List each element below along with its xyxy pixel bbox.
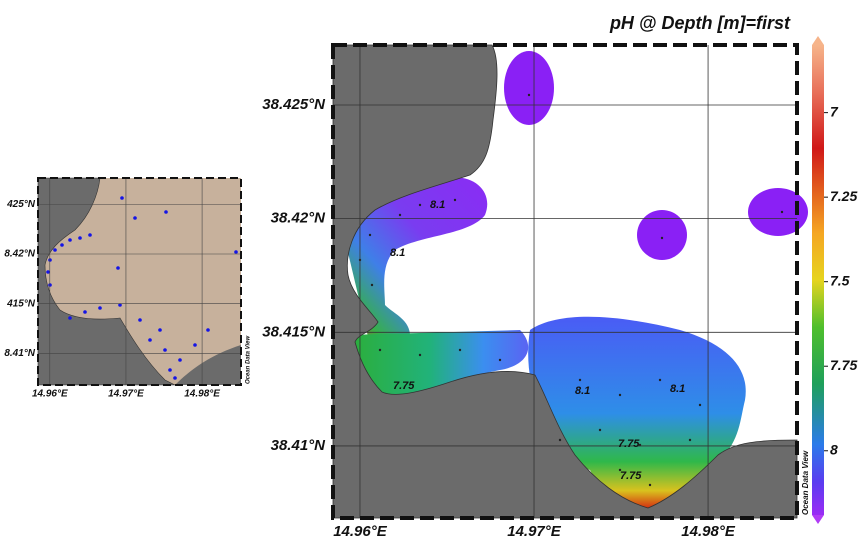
y-tick-label: 8.41°N [4,348,35,359]
ph-patch [748,188,808,236]
y-tick-label: 38.41°N [271,437,327,454]
contour-label: 8.1 [430,199,445,211]
contour-label: 7.75 [618,438,640,450]
land [332,44,798,519]
stations [358,93,784,487]
main-map: 14.96°E 14.97°E 14.98°E 38.425°N 38.42°N 38.4… [262,43,810,540]
ph-patch [637,210,687,260]
x-tick-label: 14.96°E [32,389,68,400]
x-tick-label: 14.97°E [108,389,144,400]
contour-label: 8.1 [670,383,685,395]
colorbar-tick-label: 8 [830,441,838,457]
ph-patch [528,316,746,510]
y-tick-label: 38.415°N [262,323,326,340]
ph-patch [504,51,554,125]
y-tick-label: 425°N [6,199,36,210]
colorbar: 7 7.25 7.5 7.75 8 [812,36,857,524]
colorbar-tick-label: 7.5 [830,272,850,288]
colorbar-cap [812,36,824,45]
inset-map: 14.96°E 14.97°E 14.98°E 425°N 8.42°N 415°N 8.4… [4,177,252,400]
y-tick-label: 38.42°N [271,210,327,227]
ph-patch [345,177,488,345]
x-tick-label: 14.96°E [333,523,388,540]
map-frame [331,43,799,520]
x-tick-label: 14.98°E [681,523,736,540]
colorbar-tick-label: 7.25 [830,188,857,204]
map-title: pH @ Depth [m]=first [609,13,791,33]
contour-label: 7.75 [393,380,415,392]
inset-frame [37,177,242,386]
inset-land [37,177,176,386]
colorbar-tick-label: 7.75 [830,357,857,373]
colorbar-tick-label: 7 [830,103,839,119]
contour-label: 8.1 [390,247,405,259]
y-tick-label: 38.425°N [262,96,326,113]
inset-stations [46,196,238,380]
watermark: Ocean Data View [246,336,252,384]
x-tick-label: 14.97°E [507,523,562,540]
watermark: Ocean Data View [801,450,810,515]
colorbar-scale [812,45,824,515]
contour-label: 8.1 [575,385,590,397]
inset-land [175,345,241,385]
x-tick-label: 14.98°E [184,389,220,400]
ph-patch [350,330,529,398]
y-tick-label: 8.42°N [4,249,35,260]
contour-label: 7.75 [620,470,642,482]
y-tick-label: 415°N [6,298,36,309]
colorbar-cap [812,515,824,524]
